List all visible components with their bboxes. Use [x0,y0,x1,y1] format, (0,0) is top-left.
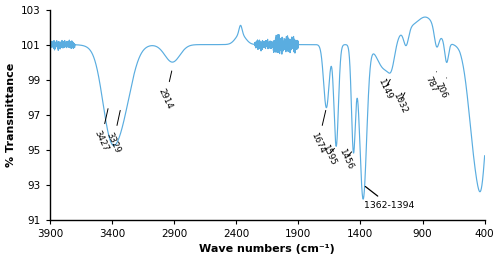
Text: 1362-1394: 1362-1394 [364,186,414,210]
X-axis label: Wave numbers (cm⁻¹): Wave numbers (cm⁻¹) [200,244,335,255]
Text: 1674: 1674 [310,110,327,155]
Text: 1595: 1595 [320,143,338,167]
Y-axis label: % Transmittance: % Transmittance [6,63,16,167]
Text: 3329: 3329 [104,110,122,154]
Text: 2914: 2914 [156,71,174,111]
Text: 3427: 3427 [92,109,110,153]
Text: 1456: 1456 [337,147,354,170]
Text: 706: 706 [434,78,449,100]
Text: 1149: 1149 [376,77,394,100]
Text: 787: 787 [424,72,438,93]
Text: 1032: 1032 [391,90,408,114]
